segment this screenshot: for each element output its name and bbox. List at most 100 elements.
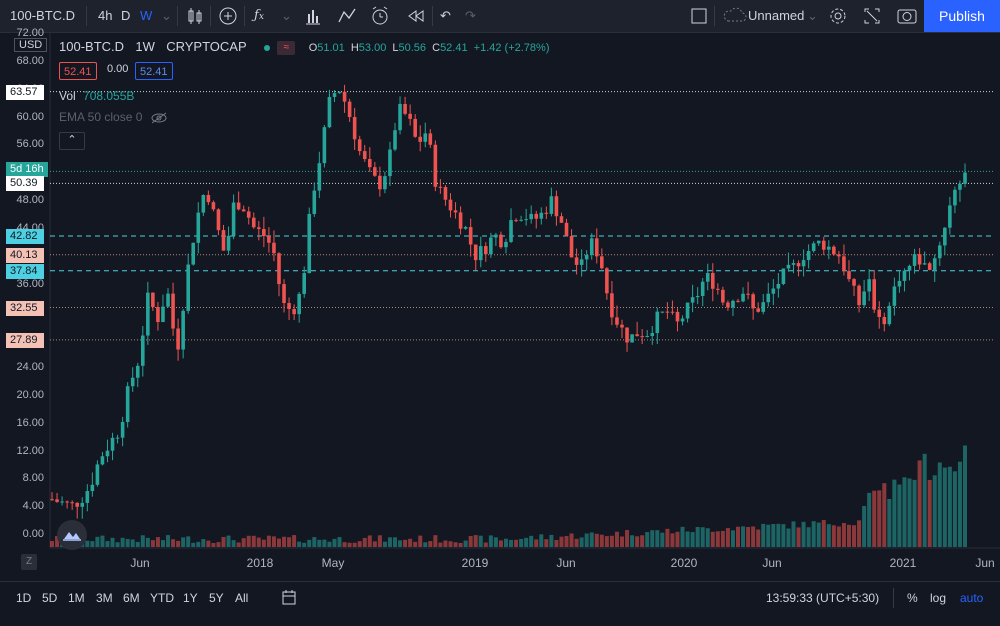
volume-bar [287, 537, 292, 547]
candle-body [796, 263, 801, 267]
volume-bar [645, 532, 650, 547]
range-button-3m[interactable]: 3M [96, 591, 113, 605]
price-level-tag[interactable]: 37.84 [6, 263, 44, 279]
range-button-1y[interactable]: 1Y [183, 591, 198, 605]
volume-bar [85, 540, 90, 547]
indicators-icon[interactable]: ƒx [254, 8, 264, 23]
chart-legend: 100-BTC.D 1W CRYPTOCAP ≈ O51.01 H53.00 L… [59, 39, 550, 55]
financials-icon[interactable] [304, 0, 322, 32]
price-scale[interactable]: 72.0068.0064.0060.0056.0052.0048.0044.00… [0, 27, 50, 548]
candle-body [605, 268, 609, 294]
price-level-tag[interactable]: 63.57 [6, 84, 44, 100]
compare-add-icon[interactable] [218, 0, 238, 32]
price-tick-label: 12.00 [16, 444, 44, 457]
candle-body [322, 127, 327, 164]
candle-body [695, 295, 700, 298]
currency-label[interactable]: USD [14, 38, 48, 52]
volume-bar [589, 532, 594, 547]
redo-icon[interactable]: ↷ [465, 8, 476, 23]
interval-4h-button[interactable]: 4h [98, 8, 113, 23]
toolbar-divider [432, 6, 433, 26]
candle-body [484, 246, 488, 255]
chart-pane[interactable]: 72.0068.0064.0060.0056.0052.0048.0044.00… [0, 27, 1000, 581]
symbol-search-button[interactable]: 100-BTC.D [10, 8, 76, 23]
undo-icon[interactable]: ↶ [440, 8, 451, 23]
candle-body [736, 300, 740, 302]
price-chart[interactable] [0, 33, 1000, 581]
indicators-dropdown-icon[interactable]: ⌄ [281, 8, 292, 23]
volume-bar [387, 537, 392, 547]
percent-scale-button[interactable]: % [907, 591, 918, 605]
expand-icon[interactable] [862, 0, 882, 32]
range-button-1d[interactable]: 1D [16, 591, 32, 605]
ema-legend[interactable]: EMA 50 close 0 [59, 110, 168, 124]
alert-icon[interactable] [370, 0, 390, 32]
collapse-legend-icon[interactable]: ⌃ [59, 132, 85, 150]
volume-bar [50, 541, 54, 547]
candle-style-icon[interactable] [186, 0, 204, 32]
price-level-tag[interactable]: 40.13 [6, 247, 44, 263]
auto-scale-button[interactable]: auto [960, 591, 984, 605]
candle-body [852, 279, 856, 286]
price-tick-label: 36.00 [16, 277, 44, 290]
volume-bar [680, 526, 685, 547]
replay-icon[interactable] [406, 0, 426, 32]
price-level-tag[interactable]: 5d 16h [6, 162, 48, 178]
buy-price-box[interactable]: 52.41 [135, 62, 173, 80]
candle-body [640, 336, 644, 338]
candle-body [519, 219, 523, 221]
publish-button[interactable]: Publish [924, 0, 1000, 32]
layout-dropdown-icon[interactable]: ⌄ [807, 8, 818, 23]
volume-label: Vol [59, 89, 76, 103]
range-button-5d[interactable]: 5D [42, 591, 58, 605]
volume-bar [327, 541, 332, 547]
interval-w-button[interactable]: W [140, 8, 153, 23]
legend-symbol[interactable]: 100-BTC.D [59, 39, 125, 54]
candle-body [463, 227, 468, 229]
price-level-tag[interactable]: 50.39 [6, 176, 44, 192]
candle-body [791, 263, 796, 265]
range-button-5y[interactable]: 5Y [209, 591, 224, 605]
ohlc-values: O51.01 H53.00 L50.56 C52.41 +1.42 (+2.78… [309, 42, 550, 54]
candle-body [584, 254, 589, 260]
price-level-tag[interactable]: 32.55 [6, 300, 44, 316]
log-scale-button[interactable]: log [930, 591, 947, 605]
timezone-z-icon[interactable]: Z [21, 554, 37, 570]
volume-bar [675, 531, 680, 547]
candle-body [650, 333, 655, 336]
time-scale[interactable]: Jun 2018 May 2019 Jun 2020 Jun 2021 Jun [0, 549, 1000, 581]
tradingview-logo-icon[interactable] [57, 520, 87, 550]
range-button-all[interactable]: All [235, 591, 249, 605]
candle-body [726, 302, 730, 308]
layout-name-button[interactable]: Unnamed [748, 8, 805, 23]
range-button-ytd[interactable]: YTD [150, 591, 174, 605]
gear-icon[interactable] [828, 0, 848, 32]
interval-dropdown-icon[interactable]: ⌄ [161, 8, 172, 23]
templates-icon[interactable] [337, 0, 357, 32]
candle-body [413, 118, 417, 137]
hidden-eye-icon[interactable] [150, 112, 168, 124]
range-button-6m[interactable]: 6M [123, 591, 140, 605]
clock-time[interactable]: 13:59:33 (UTC+5:30) [766, 591, 880, 605]
interval-d-button[interactable]: D [121, 8, 131, 23]
candle-body [494, 234, 498, 238]
range-button-1m[interactable]: 1M [68, 591, 85, 605]
candle-body [867, 279, 871, 292]
date-range-icon[interactable] [280, 582, 298, 614]
flag-icon[interactable]: ≈ [277, 40, 296, 55]
price-level-tag[interactable]: 27.89 [6, 332, 44, 348]
candle-body [645, 335, 650, 337]
price-level-tag[interactable]: 42.82 [6, 229, 44, 245]
volume-bar [307, 539, 312, 547]
candle-body [282, 284, 286, 304]
camera-icon[interactable] [896, 0, 918, 32]
candle-body [85, 491, 90, 503]
candle-body [221, 230, 226, 251]
fullscreen-toggle-icon[interactable] [690, 0, 708, 32]
candle-body [135, 365, 140, 378]
volume-bar [135, 541, 140, 547]
sell-price-box[interactable]: 52.41 [59, 62, 97, 80]
price-tick-label: 8.00 [22, 472, 44, 485]
volume-bar [917, 460, 922, 547]
volume-bar [766, 524, 771, 547]
